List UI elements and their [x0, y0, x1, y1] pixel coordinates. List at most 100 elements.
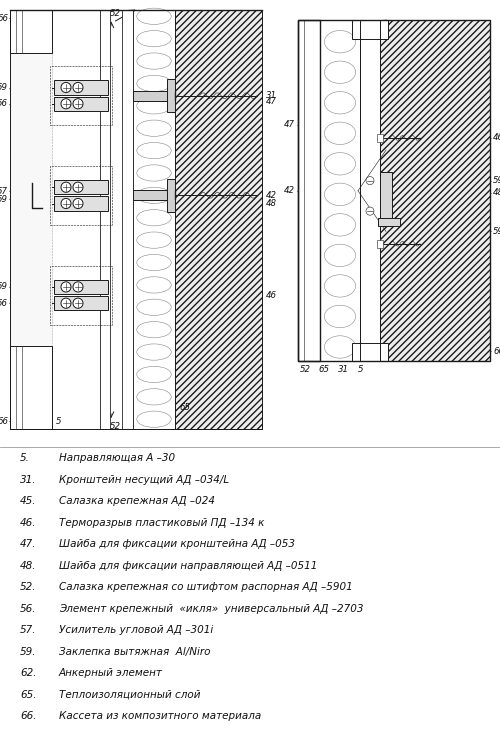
Text: 48.: 48. [20, 561, 36, 571]
Text: Теплоизоляционный слой: Теплоизоляционный слой [58, 690, 200, 699]
Bar [133, 10, 175, 429]
Ellipse shape [324, 122, 356, 144]
Text: 56: 56 [0, 299, 8, 308]
Text: 56: 56 [0, 99, 8, 108]
Ellipse shape [137, 388, 171, 405]
Text: 59.: 59. [20, 647, 36, 656]
Ellipse shape [324, 152, 356, 175]
Text: 59: 59 [0, 195, 8, 204]
Text: Кронштейн несущий АД –034/L: Кронштейн несущий АД –034/L [58, 475, 229, 485]
Text: 52: 52 [110, 9, 121, 18]
Text: 59: 59 [0, 283, 8, 292]
Ellipse shape [137, 187, 171, 204]
Text: Салазка крепежная АД –024: Салазка крепежная АД –024 [58, 497, 214, 506]
Text: 65: 65 [318, 365, 329, 374]
Text: Шайба для фиксации кронштейна АД –053: Шайба для фиксации кронштейна АД –053 [58, 539, 294, 549]
Ellipse shape [324, 214, 356, 236]
Circle shape [366, 207, 374, 215]
Text: 45.: 45. [20, 497, 36, 506]
Bar [133, 190, 175, 201]
Text: 66.: 66. [20, 711, 36, 721]
Circle shape [366, 177, 374, 185]
Circle shape [61, 82, 71, 92]
Bar [54, 81, 108, 95]
Circle shape [61, 282, 71, 292]
Ellipse shape [137, 232, 171, 248]
Ellipse shape [137, 366, 171, 383]
Text: 47: 47 [284, 120, 295, 130]
Text: 59: 59 [493, 227, 500, 236]
Text: 66: 66 [0, 14, 8, 23]
Circle shape [61, 298, 71, 309]
Ellipse shape [137, 8, 171, 24]
Circle shape [73, 282, 83, 292]
Text: 66: 66 [493, 346, 500, 355]
Ellipse shape [324, 275, 356, 297]
Bar [360, 20, 380, 361]
Bar [377, 134, 383, 142]
Circle shape [73, 298, 83, 309]
Text: 52.: 52. [20, 582, 36, 592]
Circle shape [73, 198, 83, 209]
Ellipse shape [137, 53, 171, 70]
Text: 5.: 5. [20, 454, 30, 463]
Text: 47.: 47. [20, 539, 36, 549]
Text: 31: 31 [266, 91, 277, 100]
Bar [54, 280, 108, 294]
Text: 48: 48 [493, 188, 500, 198]
Bar [122, 10, 133, 429]
Circle shape [73, 98, 83, 109]
Text: 62.: 62. [20, 668, 36, 678]
Text: 46: 46 [266, 291, 277, 300]
Bar [100, 10, 133, 429]
Ellipse shape [137, 277, 171, 293]
Bar [377, 240, 383, 248]
Text: 52: 52 [300, 365, 311, 374]
Bar [10, 346, 52, 429]
Ellipse shape [137, 321, 171, 337]
Bar [50, 66, 112, 125]
Text: 42: 42 [266, 191, 277, 200]
Bar [298, 20, 490, 361]
Text: 46: 46 [493, 133, 500, 142]
Bar [167, 179, 175, 212]
Text: 59: 59 [0, 83, 8, 92]
Bar [378, 218, 400, 226]
Text: 5: 5 [56, 417, 62, 425]
Text: 59: 59 [493, 176, 500, 185]
Text: 57.: 57. [20, 625, 36, 635]
Text: Элемент крепежный  «икля»  универсальный АД –2703: Элемент крепежный «икля» универсальный А… [58, 604, 363, 613]
Ellipse shape [324, 305, 356, 328]
Bar [352, 343, 388, 361]
Bar [54, 97, 108, 111]
Circle shape [73, 82, 83, 92]
Bar [50, 266, 112, 325]
Bar [10, 53, 52, 346]
Ellipse shape [137, 299, 171, 315]
Bar [133, 90, 175, 101]
Text: 65.: 65. [20, 690, 36, 699]
Bar [54, 196, 108, 211]
Ellipse shape [137, 411, 171, 427]
Bar [100, 10, 110, 429]
Bar [167, 79, 175, 112]
Text: Заклепка вытяжная  Al/Niro: Заклепка вытяжная Al/Niro [58, 647, 210, 656]
Ellipse shape [324, 244, 356, 266]
Circle shape [61, 198, 71, 209]
Bar [380, 20, 490, 361]
Text: Салазка крепежная со штифтом распорная АД –5901: Салазка крепежная со штифтом распорная А… [58, 582, 352, 592]
Bar [50, 166, 112, 225]
Ellipse shape [137, 142, 171, 159]
Ellipse shape [137, 165, 171, 181]
Circle shape [61, 182, 71, 192]
Circle shape [61, 98, 71, 109]
Ellipse shape [324, 92, 356, 114]
Text: 56.: 56. [20, 604, 36, 613]
Text: 66: 66 [0, 417, 8, 425]
Text: 65: 65 [179, 403, 190, 411]
Ellipse shape [137, 344, 171, 360]
Bar [54, 180, 108, 195]
Text: Усилитель угловой АД –301i: Усилитель угловой АД –301i [58, 625, 213, 635]
Ellipse shape [137, 98, 171, 114]
Ellipse shape [137, 30, 171, 47]
